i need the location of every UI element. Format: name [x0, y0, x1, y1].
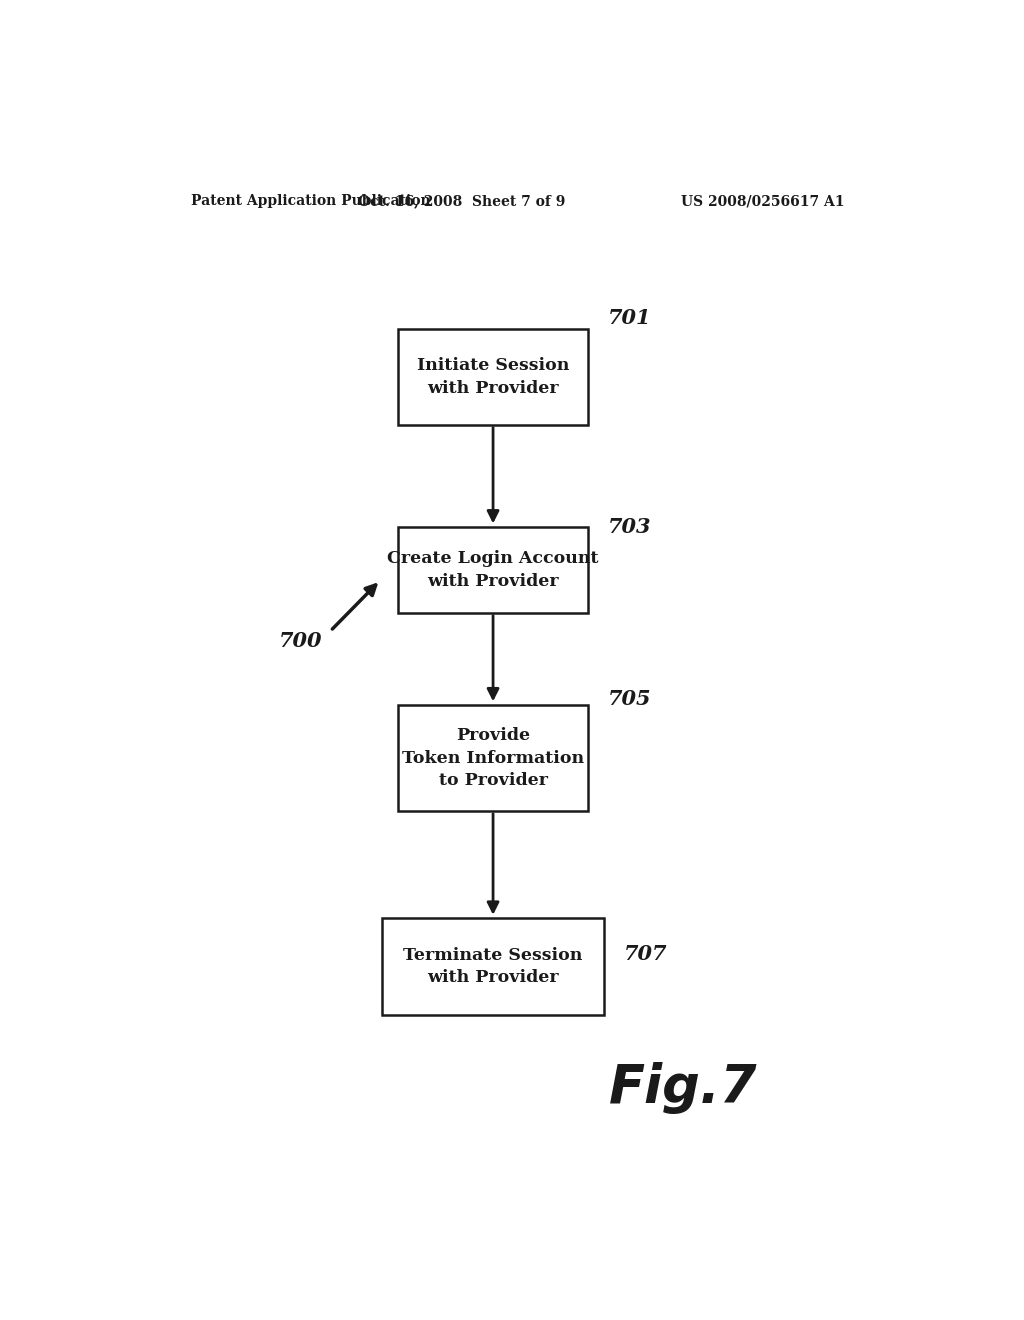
Text: Oct. 16, 2008  Sheet 7 of 9: Oct. 16, 2008 Sheet 7 of 9 [357, 194, 565, 209]
Text: Initiate Session
with Provider: Initiate Session with Provider [417, 358, 569, 396]
Text: Provide
Token Information
to Provider: Provide Token Information to Provider [402, 727, 584, 789]
FancyBboxPatch shape [382, 919, 604, 1015]
Text: 701: 701 [608, 309, 651, 329]
FancyBboxPatch shape [397, 527, 588, 614]
Text: Patent Application Publication: Patent Application Publication [191, 194, 431, 209]
FancyBboxPatch shape [397, 329, 588, 425]
Text: 705: 705 [608, 689, 651, 709]
Text: US 2008/0256617 A1: US 2008/0256617 A1 [681, 194, 845, 209]
Text: 703: 703 [608, 516, 651, 537]
Text: Fig.7: Fig.7 [609, 1063, 758, 1114]
Text: Create Login Account
with Provider: Create Login Account with Provider [387, 550, 599, 590]
Text: Terminate Session
with Provider: Terminate Session with Provider [403, 946, 583, 986]
FancyBboxPatch shape [397, 705, 588, 812]
Text: 707: 707 [624, 944, 668, 964]
Text: 700: 700 [279, 631, 323, 651]
